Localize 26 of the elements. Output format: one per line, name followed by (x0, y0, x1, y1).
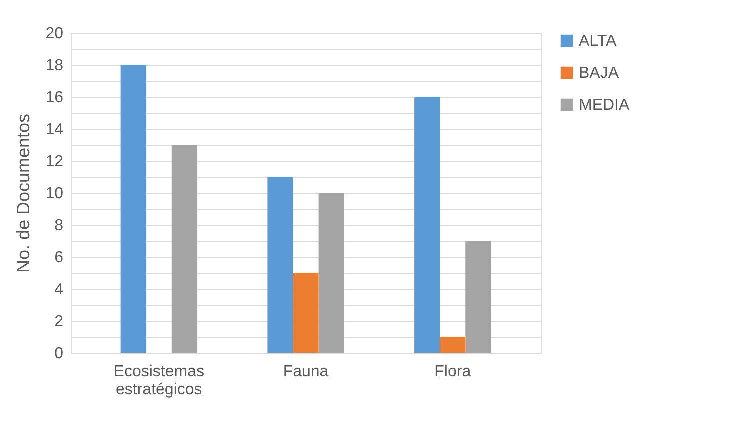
bar (172, 145, 198, 353)
y-tick-label: 10 (46, 186, 64, 202)
y-tick-label: 18 (46, 58, 64, 74)
y-tick-label: 0 (54, 346, 64, 362)
legend-label: BAJA (579, 65, 620, 82)
y-axis-title: No. de Documentos (14, 114, 34, 274)
legend-label: MEDIA (579, 97, 630, 114)
y-tick-label: 12 (46, 154, 64, 170)
bar (414, 97, 440, 353)
x-tick-label: Flora (434, 364, 472, 380)
y-tick-label: 20 (46, 26, 64, 42)
bar (466, 241, 492, 353)
y-tick-label: 4 (54, 282, 64, 298)
y-tick-label: 14 (46, 122, 64, 138)
y-tick-label: 8 (54, 218, 64, 234)
bar (318, 193, 344, 353)
y-tick-label: 2 (54, 314, 64, 330)
y-tick-label: 16 (46, 90, 64, 106)
bar (120, 65, 146, 353)
x-tick-label: Ecosistemas estratégicos (114, 364, 204, 398)
legend-label: ALTA (579, 33, 617, 50)
bar (440, 337, 466, 353)
y-tick-label: 6 (54, 250, 64, 266)
x-tick-label: Fauna (283, 364, 329, 380)
bar (268, 177, 294, 353)
bar (293, 273, 319, 353)
